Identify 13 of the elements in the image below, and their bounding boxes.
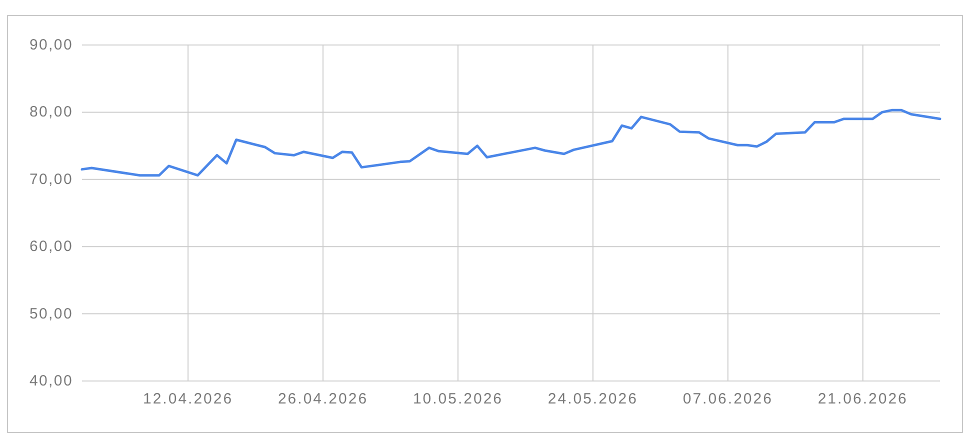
y-tick-label: 40,00 xyxy=(29,372,73,390)
y-tick-label: 80,00 xyxy=(29,104,73,121)
y-tick-label: 60,00 xyxy=(29,238,73,256)
x-tick-label: 07.06.2026 xyxy=(682,390,773,408)
x-tick-label: 12.04.2026 xyxy=(143,390,234,408)
y-tick-label: 90,00 xyxy=(29,36,73,54)
x-tick-label: 26.04.2026 xyxy=(278,390,368,408)
x-tick-label: 21.06.2026 xyxy=(818,390,908,408)
x-tick-label: 10.05.2026 xyxy=(412,390,504,408)
y-tick-label: 50,00 xyxy=(29,305,73,322)
line-series xyxy=(80,108,942,177)
x-tick-label: 24.05.2026 xyxy=(548,390,638,408)
y-tick-label: 70,00 xyxy=(29,170,73,188)
